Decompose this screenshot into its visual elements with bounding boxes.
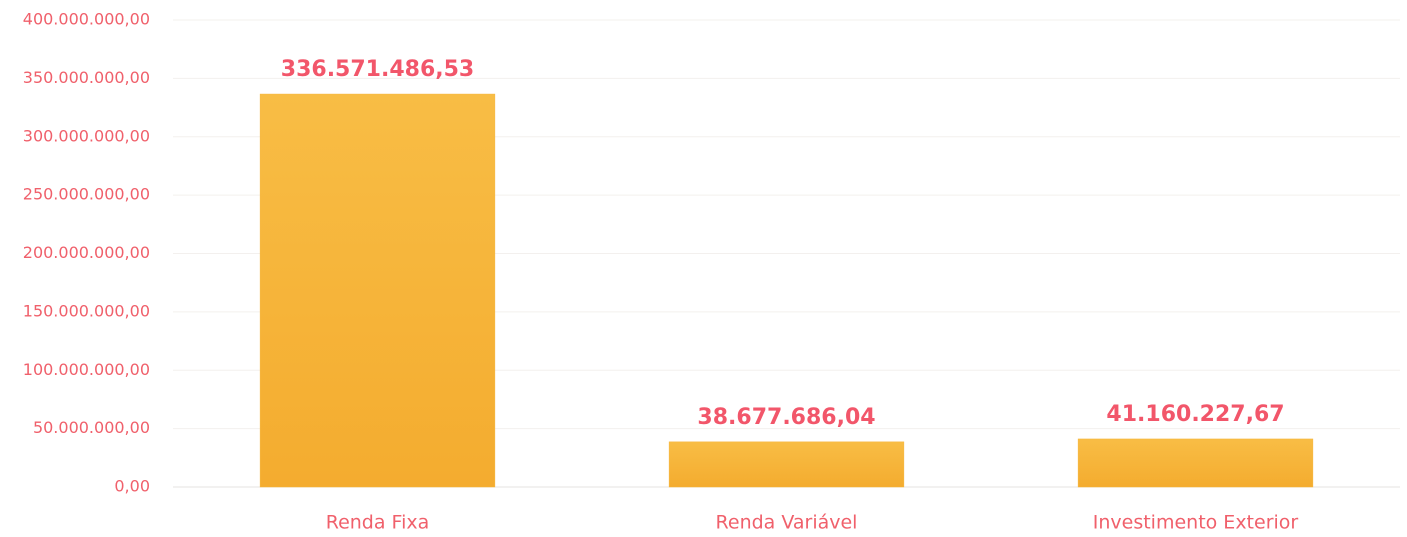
bar — [668, 441, 905, 488]
value-label: 41.160.227,67 — [1106, 402, 1284, 427]
y-tick-label: 100.000.000,00 — [23, 360, 150, 379]
x-tick-label: Renda Variável — [716, 512, 858, 534]
y-tick-label: 50.000.000,00 — [33, 418, 150, 437]
x-tick-label: Renda Fixa — [326, 512, 430, 534]
y-tick-label: 400.000.000,00 — [23, 10, 150, 29]
x-tick-label: Investimento Exterior — [1093, 512, 1299, 534]
bar — [1077, 438, 1314, 488]
value-label: 38.677.686,04 — [697, 405, 875, 430]
y-tick-label: 300.000.000,00 — [23, 126, 150, 145]
bar — [259, 93, 496, 488]
y-tick-label: 150.000.000,00 — [23, 301, 150, 320]
y-tick-label: 200.000.000,00 — [23, 243, 150, 262]
value-label: 336.571.486,53 — [281, 57, 474, 82]
y-tick-label: 0,00 — [114, 477, 150, 496]
y-tick-label: 250.000.000,00 — [23, 185, 150, 204]
y-tick-label: 350.000.000,00 — [23, 68, 150, 87]
